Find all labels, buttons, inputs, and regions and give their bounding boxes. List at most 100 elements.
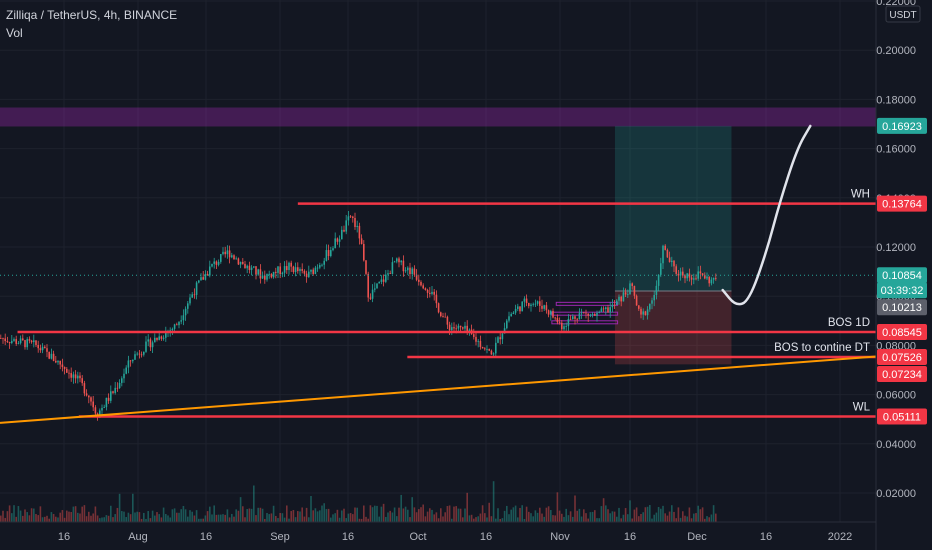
candle-body <box>442 316 444 317</box>
volume-bar <box>382 503 385 522</box>
candle-body <box>147 339 149 342</box>
candle-body <box>602 308 605 310</box>
candle-body <box>499 337 501 340</box>
level-label: BOS to contine DT <box>774 342 870 354</box>
volume-bar <box>125 517 127 522</box>
price-badge[interactable] <box>877 299 927 316</box>
candle-body <box>501 333 504 340</box>
volume-bar <box>264 518 266 522</box>
candle-body <box>321 264 323 266</box>
price-badge[interactable] <box>877 117 927 134</box>
volume-bar <box>136 511 138 522</box>
volume-bar <box>444 512 446 522</box>
candle-body <box>409 267 411 275</box>
volume-bar <box>536 512 539 522</box>
position-stop-zone[interactable] <box>614 290 732 365</box>
currency-badge[interactable] <box>885 5 921 23</box>
marker-box[interactable] <box>551 320 619 325</box>
candle-body <box>244 263 246 269</box>
volume-bar <box>81 506 83 522</box>
volume-bar <box>272 505 275 522</box>
volume-bar <box>701 507 704 522</box>
volume-bar <box>688 507 691 522</box>
candle-body <box>690 277 693 280</box>
volume-bar <box>11 513 13 522</box>
candle-body <box>105 397 108 408</box>
volume-bar <box>706 516 708 522</box>
price-badge[interactable] <box>877 349 927 366</box>
volume-bar <box>374 505 376 522</box>
volume-bar <box>8 505 11 522</box>
candle-body <box>151 342 154 348</box>
candle-body <box>354 218 356 227</box>
volume-bar <box>2 510 4 522</box>
price-badge[interactable] <box>877 366 927 383</box>
volume-bar <box>110 505 112 522</box>
projection-curve[interactable] <box>721 124 812 306</box>
candle-body <box>598 312 600 313</box>
volume-bar <box>492 481 495 522</box>
candle-body <box>554 317 556 319</box>
candle-body <box>246 265 248 269</box>
time-axis[interactable]: 16 Aug 16 Sep 16 Oct 16 Nov 16 Dec 16 2022 <box>0 521 876 543</box>
volume-bar <box>283 517 286 522</box>
candle-body <box>206 273 209 276</box>
volume-bar <box>457 508 460 522</box>
projection-path[interactable] <box>721 124 812 306</box>
volume-bar <box>561 513 563 522</box>
trend-line[interactable] <box>0 355 877 424</box>
volume-bar <box>244 517 246 522</box>
candle-body <box>336 238 339 242</box>
volume-bar <box>613 511 616 522</box>
volume-bar <box>338 517 341 522</box>
volume-bar <box>644 507 647 522</box>
candle-body <box>400 260 402 263</box>
chart-grid <box>0 0 876 522</box>
drawing-zones[interactable] <box>0 107 877 365</box>
volume-bar <box>202 518 204 522</box>
candle-body <box>26 339 28 348</box>
supply-zone[interactable] <box>0 107 877 127</box>
volume-bar <box>378 516 380 522</box>
price-candles <box>0 211 717 421</box>
candle-body <box>204 273 207 280</box>
candle-body <box>13 339 15 341</box>
volume-bar <box>88 511 90 522</box>
volume-bar <box>268 514 270 522</box>
candle-body <box>345 220 347 232</box>
candle-body <box>418 279 420 282</box>
price-badge[interactable] <box>877 323 927 340</box>
volume-bar <box>281 513 284 522</box>
price-badge-label: 0.13764 <box>882 199 922 211</box>
volume-bar <box>154 515 156 522</box>
volume-bar <box>224 514 226 522</box>
volume-bar <box>697 505 699 522</box>
candle-body <box>682 271 684 276</box>
volume-bar <box>220 514 222 522</box>
price-badge[interactable] <box>877 408 927 425</box>
volume-bar <box>409 517 411 522</box>
price-badge[interactable] <box>877 195 927 212</box>
candle-body <box>517 306 519 309</box>
x-tick-label: Sep <box>270 531 290 543</box>
volume-bar <box>66 510 68 522</box>
volume-bar <box>257 507 259 522</box>
candle-body <box>332 248 334 251</box>
volume-bar <box>114 514 116 522</box>
price-badge[interactable] <box>877 267 927 284</box>
volume-bar <box>503 510 506 522</box>
volume-bar <box>237 510 240 522</box>
volume-bar <box>52 514 55 522</box>
volume-bar <box>468 515 471 522</box>
price-badge[interactable] <box>877 282 927 299</box>
candle-body <box>369 297 372 299</box>
volume-bar <box>187 516 189 522</box>
volume-bar <box>385 516 387 522</box>
candle-body <box>376 283 378 289</box>
marker-box[interactable] <box>551 311 619 316</box>
candle-body <box>655 285 658 295</box>
volume-bar <box>143 512 145 522</box>
volume-bar <box>508 514 510 522</box>
price-axis[interactable]: 0.220000.200000.180000.160000.140000.120… <box>875 0 927 550</box>
